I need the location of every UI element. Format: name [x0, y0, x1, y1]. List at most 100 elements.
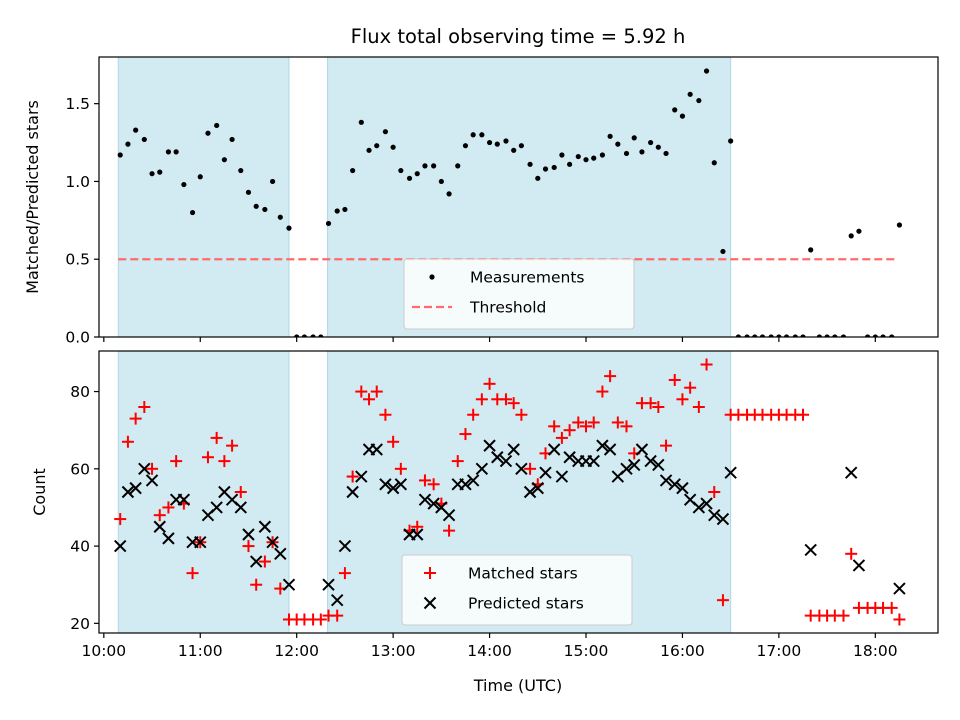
- top-series-1-point-49: [503, 138, 509, 144]
- top-series-1-point-5: [149, 171, 155, 177]
- bottom-series-2-point-29: [370, 443, 383, 456]
- top-series-1-point-51: [518, 143, 524, 149]
- top-series-1-point-69: [663, 150, 669, 157]
- bottom-series-1-point-92: [845, 547, 858, 560]
- x-tick-label-3: 12:00: [274, 642, 319, 660]
- bottom-series-2-point-47: [515, 462, 528, 476]
- bottom-series-1-point-76: [716, 594, 729, 607]
- bottom-series-2-point-38: [442, 508, 456, 522]
- top-series-1-point-9: [181, 181, 187, 188]
- bottom-series-2-point-2: [121, 485, 135, 499]
- top-series-1-point-12: [205, 130, 211, 136]
- bottom-series-1-point-74: [700, 358, 713, 371]
- bottom-legend: Matched stars Predicted stars: [401, 554, 633, 626]
- top-series-1-point-98: [896, 222, 903, 228]
- bottom-series-1-point-73: [692, 401, 705, 414]
- chart-title: Flux total observing time = 5.92 h: [351, 25, 686, 48]
- bottom-series-1-point-56: [555, 431, 568, 444]
- top-series-1-point-68: [655, 144, 661, 150]
- top-series-1-point-22: [286, 225, 292, 231]
- bottom-series-2-point-51: [547, 443, 561, 456]
- bottom-series-2-point-24: [330, 593, 344, 607]
- top-series-1-point-75: [711, 160, 717, 166]
- top-series-1-point-64: [623, 150, 630, 157]
- bottom-series-1-point-57: [563, 424, 576, 437]
- top-series-1-point-90: [832, 334, 838, 337]
- top-series-1-point-53: [535, 175, 541, 181]
- bottom-y-tick-label-2: 40: [70, 538, 90, 556]
- bottom-series-2-point-41: [466, 474, 480, 487]
- bottom-series-2-point-46: [507, 443, 520, 456]
- top-series-1-point-11: [197, 174, 203, 180]
- bottom-series-2-point-1: [114, 539, 127, 553]
- top-series-1-point-2: [125, 141, 131, 147]
- top-series-1-point-87: [808, 247, 814, 253]
- top-series-1-point-33: [374, 143, 380, 149]
- bottom-series-2: [114, 439, 906, 607]
- bottom-series-1-point-64: [620, 420, 633, 433]
- bottom-axes-frame: [98, 350, 939, 634]
- bottom-series-1-point-47: [483, 377, 496, 390]
- top-series-1-point-16: [238, 167, 244, 174]
- bottom-series-2-point-76: [852, 559, 866, 572]
- count-panel: 10:00 11:00 12:00 13:00 14:00 15:00 16:00 17:00…: [30, 350, 939, 660]
- bottom-series-1-point-50: [507, 397, 520, 410]
- bottom-series-2-point-25: [338, 539, 352, 553]
- bottom-series-1-point-49: [499, 393, 512, 406]
- top-series-1-point-82: [768, 334, 774, 337]
- top-series-1-point-13: [214, 122, 220, 129]
- bottom-series-2-point-13: [210, 501, 223, 514]
- bottom-series-2-point-22: [282, 578, 296, 591]
- bottom-series-2-point-16: [234, 501, 247, 514]
- bottom-series-2-point-18: [249, 555, 263, 568]
- bottom-series-1-point-1: [114, 513, 127, 526]
- bottom-series-1-point-18: [250, 578, 263, 591]
- bottom-series-2-point-36: [427, 497, 440, 510]
- top-y-tick-label-2: 0.5: [65, 251, 90, 269]
- top-series-1-point-28: [334, 208, 340, 214]
- top-series-1: [117, 68, 903, 337]
- bottom-series-1-point-69: [660, 439, 673, 452]
- bottom-series-1-point-60: [587, 416, 600, 429]
- bottom-series-1-point-40: [427, 478, 440, 491]
- top-legend-label-1: Measurements: [470, 269, 585, 287]
- bottom-series-1-point-67: [644, 397, 657, 410]
- bottom-series-1-point-44: [459, 428, 472, 441]
- top-series-1-point-57: [567, 161, 573, 167]
- bottom-legend-entry-2: Predicted stars: [423, 595, 584, 613]
- bottom-series-1-point-39: [418, 474, 431, 487]
- bottom-series-1-point-97: [885, 601, 898, 614]
- bottom-series-2-point-20: [266, 536, 279, 549]
- top-series-1-point-43: [455, 163, 461, 169]
- bottom-legend-label-2: Predicted stars: [468, 595, 584, 613]
- top-series-1-point-59: [583, 157, 589, 163]
- top-series-1-point-47: [486, 139, 493, 146]
- top-series-1-point-34: [382, 129, 389, 135]
- bottom-y-tick-label-3: 60: [70, 460, 90, 478]
- top-legend-entry-2: Threshold: [412, 299, 546, 317]
- bottom-series-2-point-50: [539, 466, 552, 479]
- bottom-series-1-point-12: [201, 451, 214, 464]
- bottom-series-2-point-23: [322, 578, 335, 591]
- bottom-series-1-point-75: [708, 486, 721, 498]
- bottom-series-2-point-3: [129, 481, 142, 495]
- top-series-1-point-27: [325, 220, 332, 227]
- top-axes-frame: [98, 56, 939, 338]
- top-series-1-point-55: [551, 164, 557, 171]
- bottom-series-2-point-66: [668, 478, 681, 491]
- bottom-series-2-point-58: [603, 443, 617, 456]
- top-series-1-point-81: [759, 334, 766, 337]
- bottom-y-tick-label-4: 80: [70, 383, 90, 401]
- top-series-1-point-17: [245, 189, 252, 195]
- bottom-series-2-point-26: [346, 485, 359, 499]
- bottom-series-2-point-63: [644, 454, 657, 468]
- bottom-series-2-point-31: [386, 481, 400, 495]
- top-series-1-point-72: [687, 91, 693, 97]
- bottom-series-1-point-46: [475, 393, 488, 406]
- bottom-series-1-point-43: [451, 455, 464, 468]
- bottom-series-1-point-91: [837, 609, 850, 622]
- top-series-1-point-52: [527, 161, 533, 167]
- bottom-series-2-point-48: [523, 485, 537, 499]
- bottom-series-2-point-34: [411, 528, 424, 541]
- bottom-series-1-point-15: [226, 439, 239, 452]
